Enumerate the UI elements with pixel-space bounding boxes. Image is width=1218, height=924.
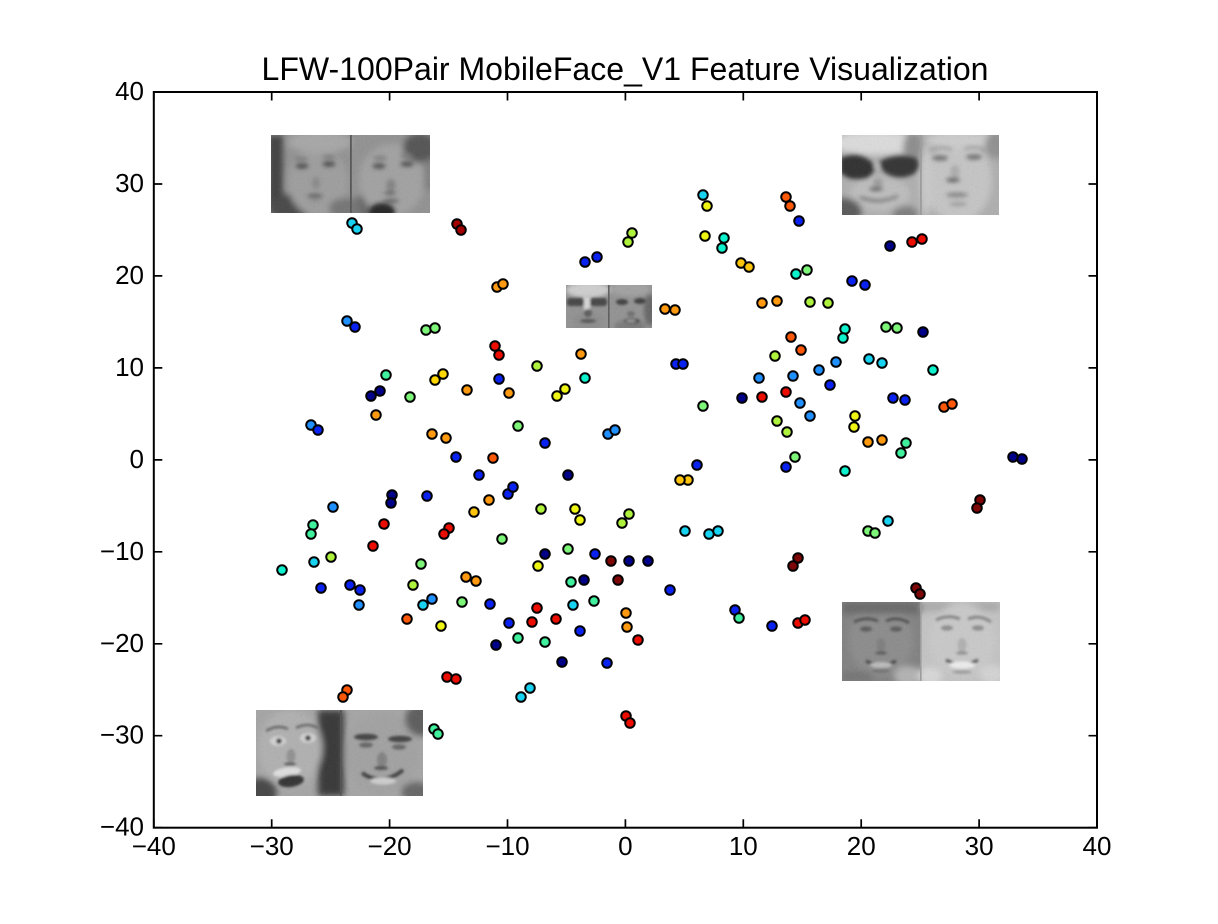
svg-text:−40: −40	[132, 831, 176, 861]
svg-text:10: 10	[729, 831, 758, 861]
svg-text:40: 40	[115, 76, 144, 106]
svg-text:−30: −30	[100, 720, 144, 750]
svg-text:LFW-100Pair MobileFace_V1 Feat: LFW-100Pair MobileFace_V1 Feature Visual…	[262, 51, 989, 87]
svg-text:−40: −40	[100, 812, 144, 842]
svg-text:−10: −10	[485, 831, 529, 861]
svg-text:30: 30	[115, 168, 144, 198]
svg-text:30: 30	[965, 831, 994, 861]
svg-text:10: 10	[115, 352, 144, 382]
svg-text:40: 40	[1083, 831, 1112, 861]
svg-text:20: 20	[115, 260, 144, 290]
svg-text:−20: −20	[100, 628, 144, 658]
svg-text:20: 20	[847, 831, 876, 861]
svg-text:−10: −10	[100, 536, 144, 566]
svg-text:−30: −30	[250, 831, 294, 861]
svg-text:0: 0	[130, 444, 144, 474]
svg-text:0: 0	[618, 831, 632, 861]
svg-text:−20: −20	[368, 831, 412, 861]
